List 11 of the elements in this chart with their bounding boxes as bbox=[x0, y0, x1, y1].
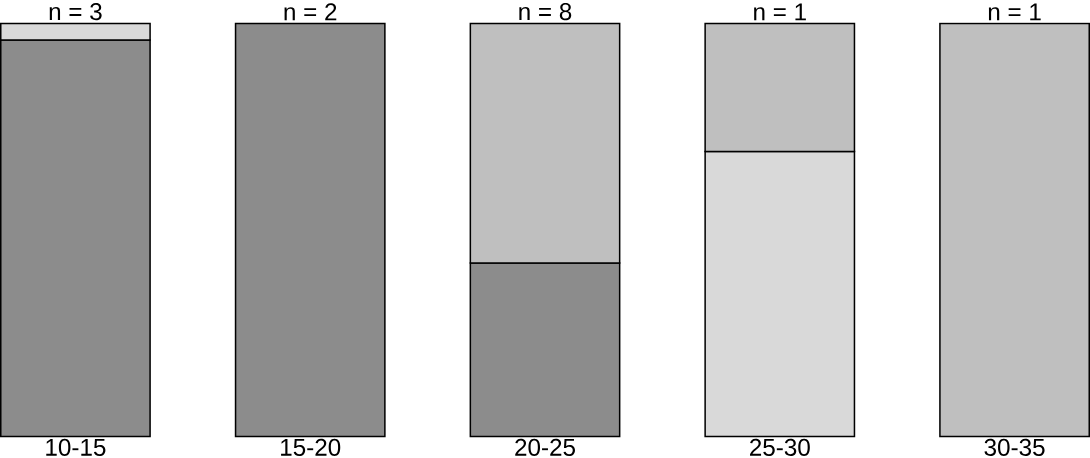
annotation: n = 1 bbox=[754, 3, 806, 21]
x-tick-label: 30-35 bbox=[984, 438, 1045, 456]
annotation: n = 2 bbox=[284, 3, 337, 21]
annotation: n = 1 bbox=[988, 3, 1041, 21]
x-tick-label: 10-15 bbox=[46, 438, 106, 456]
x-tick-label: 25-30 bbox=[750, 438, 810, 456]
x-tick-label: 20-25 bbox=[515, 438, 575, 456]
bar bbox=[234, 22, 386, 438]
annotation: n = 3 bbox=[49, 3, 102, 21]
annotation: n = 8 bbox=[519, 3, 572, 21]
x-tick-label: 15-20 bbox=[281, 438, 341, 456]
